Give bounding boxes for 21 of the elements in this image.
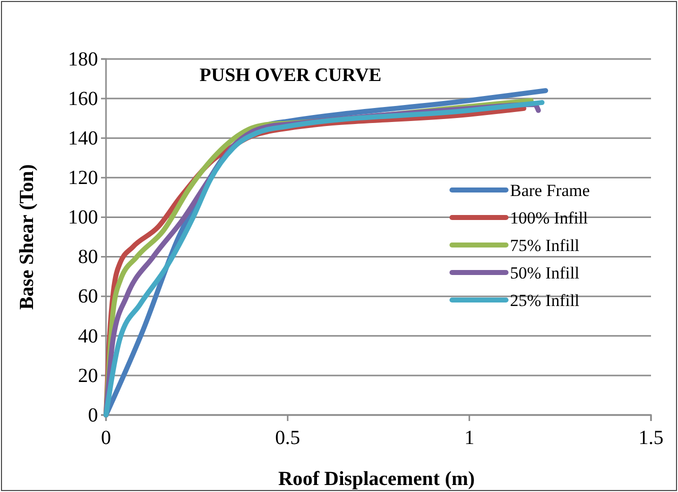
x-tick-label: 0.5 — [275, 427, 300, 449]
y-tick-label: 180 — [68, 48, 98, 70]
legend-label: Bare Frame — [510, 181, 590, 200]
x-axis-title: Roof Displacement (m) — [278, 468, 475, 490]
y-tick-label: 60 — [78, 286, 98, 308]
y-tick-label: 0 — [88, 404, 98, 426]
chart-title: PUSH OVER CURVE — [200, 65, 382, 86]
y-tick-label: 80 — [78, 246, 98, 268]
legend-label: 75% Infill — [510, 236, 580, 255]
y-tick-label: 160 — [68, 88, 98, 110]
x-tick-label: 1 — [464, 427, 474, 449]
y-axis-title: Base Shear (Ton) — [16, 164, 38, 310]
y-tick-label: 120 — [68, 167, 98, 190]
legend-label: 25% Infill — [510, 291, 580, 310]
y-tick-label: 100 — [68, 206, 98, 229]
x-tick-label: 1.5 — [638, 427, 664, 449]
legend-label: 50% Infill — [510, 264, 580, 282]
y-tick-label: 20 — [78, 364, 98, 387]
legend-label: 100% Infill — [510, 208, 588, 228]
y-tick-label: 140 — [68, 128, 98, 150]
y-tick-label: 40 — [78, 325, 98, 348]
